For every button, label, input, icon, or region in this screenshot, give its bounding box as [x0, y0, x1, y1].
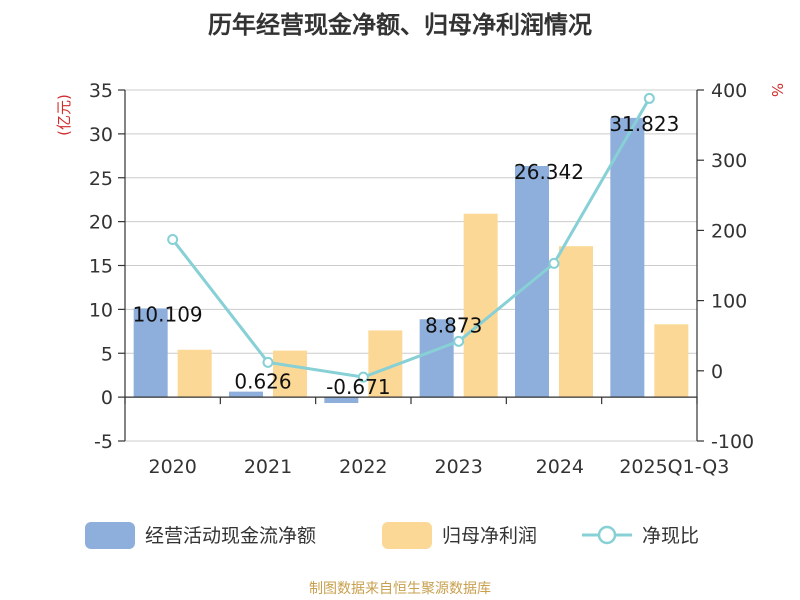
bar-net-profit: [463, 213, 498, 398]
source-note: 制图数据来自恒生聚源数据库: [309, 581, 491, 597]
data-label-cashflow: 8.873: [425, 313, 482, 337]
legend-label-net-cash-ratio: 净现比: [642, 525, 699, 547]
bars: [133, 117, 689, 404]
y-right-tick-label: 100: [711, 291, 747, 313]
x-tick-label: 2021: [244, 456, 292, 478]
x-tick-label: 2025Q1-Q3: [619, 456, 729, 478]
net-cash-ratio-point: [167, 234, 179, 246]
bar-operating-cashflow: [324, 397, 359, 404]
net-cash-ratio-point: [548, 257, 560, 269]
bar-operating-cashflow: [133, 308, 168, 398]
x-tick-label: 2022: [339, 456, 387, 478]
y-left-tick-label: 10: [89, 299, 113, 321]
net-cash-ratio-point: [643, 92, 655, 104]
data-labels: 10.109 0.626 -0.671 8.873 26.342 31.823: [133, 112, 680, 399]
line-series: [167, 92, 655, 383]
y-left-tick-label: 0: [101, 387, 113, 409]
net-cash-ratio-point: [453, 335, 465, 347]
y-right-tick-label: 300: [711, 150, 747, 172]
y-right-tick-label: 400: [711, 80, 747, 102]
bar-operating-cashflow: [610, 117, 645, 398]
x-tick-label: 2020: [148, 456, 196, 478]
y-right-tick-label: 0: [711, 361, 723, 383]
y-left-tick-label: 5: [101, 343, 113, 365]
y-left-tick-label: 20: [89, 212, 113, 234]
y-right-tick-label: -100: [711, 431, 754, 453]
bar-net-profit: [177, 349, 212, 398]
legend-label-cashflow: 经营活动现金流净额: [145, 525, 316, 547]
y-left-tick-label: -5: [94, 431, 113, 453]
data-label-cashflow: 10.109: [133, 302, 203, 326]
y-axis-left-unit: (亿元): [55, 94, 73, 136]
y-right-tick-label: 200: [711, 220, 747, 242]
net-cash-ratio-point: [262, 356, 274, 368]
legend: 经营活动现金流净额 归母净利润 净现比: [85, 522, 699, 549]
bar-net-profit: [654, 324, 689, 398]
net-cash-ratio-line: [171, 97, 651, 379]
y-left-tick-label: 25: [89, 168, 113, 190]
legend-swatch-net-profit: [382, 522, 432, 549]
legend-swatch-marker: [597, 525, 617, 545]
bar-operating-cashflow: [229, 391, 263, 398]
bar-net-profit: [273, 350, 307, 398]
data-label-cashflow: -0.671: [326, 375, 390, 399]
x-tick-label: 2023: [434, 456, 482, 478]
legend-label-net-profit: 归母净利润: [442, 525, 537, 547]
data-label-cashflow: 0.626: [234, 370, 291, 394]
data-label-cashflow: 26.342: [514, 160, 584, 184]
bar-net-profit: [559, 246, 593, 398]
legend-item-net-cash-ratio: 净现比: [582, 525, 699, 547]
y-left-tick-label: 30: [89, 124, 113, 146]
legend-item-net-profit: 归母净利润: [382, 522, 537, 549]
net-cash-ratio-point: [357, 371, 369, 383]
legend-item-cashflow: 经营活动现金流净额: [85, 522, 316, 549]
x-tick-label: 2024: [536, 456, 584, 478]
y-left-tick-label: 35: [89, 80, 113, 102]
y-left-tick-label: 15: [89, 256, 113, 278]
legend-swatch-cashflow: [85, 522, 135, 549]
y-axis-right-unit: %: [768, 83, 786, 97]
chart-title: 历年经营现金净额、归母净利润情况: [208, 11, 592, 39]
axes: -5 0 5 10 15 20 25 30 35 -100 0 100 200 300 400 2020 202…: [89, 80, 754, 478]
bar-operating-cashflow: [419, 319, 454, 398]
data-label-cashflow: 31.823: [609, 112, 679, 136]
